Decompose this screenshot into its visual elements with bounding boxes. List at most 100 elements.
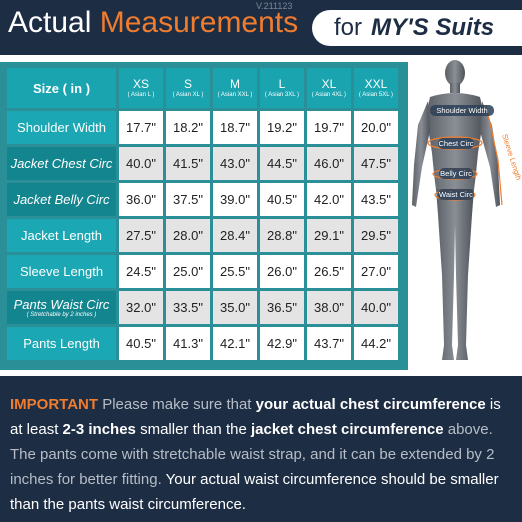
column-size: XXL xyxy=(364,76,388,91)
title-actual: Actual xyxy=(8,6,100,39)
table-row: Shoulder Width 17.7" 18.2" 18.7" 19.2" 1… xyxy=(7,111,398,144)
table-cell: 28.8" xyxy=(260,219,304,252)
table-cell: 18.2" xyxy=(166,111,210,144)
row-label: Sleeve Length xyxy=(7,255,116,288)
table-cell: 44.5" xyxy=(260,147,304,180)
row-label: Jacket Belly Circ xyxy=(7,183,116,216)
chest-circ-label: Chest Circ xyxy=(438,139,473,148)
shoulder-width-label: Shoulder Width xyxy=(436,106,487,115)
notice-text: IMPORTANT Please make sure that your act… xyxy=(10,392,516,517)
table-cell: 40.5" xyxy=(119,327,163,360)
table-cell: 43.7" xyxy=(307,327,351,360)
table-cell: 29.1" xyxy=(307,219,351,252)
brand-pill: for MY'S Suits xyxy=(312,10,522,46)
column-asian-size: ( Asian 5XL ) xyxy=(358,91,394,98)
table-cell: 36.5" xyxy=(260,291,304,324)
waist-circ-label: Waist Circ xyxy=(439,190,473,199)
shoulder-label-bg xyxy=(430,105,494,116)
table-cell: 19.7" xyxy=(307,111,351,144)
table-cell: 40.5" xyxy=(260,183,304,216)
table-row: Pants Waist Circ( Stretchable by 2 inche… xyxy=(7,291,398,324)
column-header: XL( Asian 4XL ) xyxy=(307,68,351,108)
important-notice: IMPORTANT Please make sure that your act… xyxy=(0,376,522,522)
column-size: S xyxy=(183,76,192,91)
table-cell: 46.0" xyxy=(307,147,351,180)
column-asian-size: ( Asian XL ) xyxy=(172,91,204,98)
table-cell: 40.0" xyxy=(354,291,398,324)
table-cell: 41.3" xyxy=(166,327,210,360)
table-cell: 20.0" xyxy=(354,111,398,144)
table-cell: 42.0" xyxy=(307,183,351,216)
row-label: Shoulder Width xyxy=(7,111,116,144)
note-emphasis: 2-3 inches xyxy=(62,421,136,438)
table-row: Jacket Chest Circ 40.0" 41.5" 43.0" 44.5… xyxy=(7,147,398,180)
table-cell: 40.0" xyxy=(119,147,163,180)
belly-circ-label: Belly Circ xyxy=(440,169,472,178)
column-header: XS( Asian L ) xyxy=(119,68,163,108)
column-size: XL xyxy=(321,76,337,91)
table-cell: 26.0" xyxy=(260,255,304,288)
chest-label-bg xyxy=(438,138,474,149)
column-asian-size: ( Asian XXL ) xyxy=(217,91,253,98)
row-label: Pants Length xyxy=(7,327,116,360)
table-row: Jacket Belly Circ 36.0" 37.5" 39.0" 40.5… xyxy=(7,183,398,216)
for-text: for xyxy=(334,14,363,41)
column-asian-size: ( Asian L ) xyxy=(127,91,155,98)
size-unit-header: Size ( in ) xyxy=(7,68,116,108)
important-label: IMPORTANT xyxy=(10,396,99,413)
table-cell: 42.9" xyxy=(260,327,304,360)
size-chart: Size ( in ) XS( Asian L ) S( Asian XL ) … xyxy=(0,62,408,370)
table-cell: 25.0" xyxy=(166,255,210,288)
table-cell: 38.0" xyxy=(307,291,351,324)
body-measurement-figure: Shoulder Width Chest Circ Belly Circ Wai… xyxy=(412,60,522,360)
table-cell: 42.1" xyxy=(213,327,257,360)
table-cell: 25.5" xyxy=(213,255,257,288)
table-row: Pants Length 40.5" 41.3" 42.1" 42.9" 43.… xyxy=(7,327,398,360)
note-emphasis: jacket chest circumference xyxy=(250,421,444,438)
table-row: Sleeve Length 24.5" 25.0" 25.5" 26.0" 26… xyxy=(7,255,398,288)
table-cell: 32.0" xyxy=(119,291,163,324)
column-size: XS xyxy=(132,76,149,91)
column-size: L xyxy=(278,76,286,91)
note-text: is at least xyxy=(10,396,501,438)
table-cell: 36.0" xyxy=(119,183,163,216)
table-cell: 35.0" xyxy=(213,291,257,324)
column-header: S( Asian XL ) xyxy=(166,68,210,108)
row-label: Jacket Chest Circ xyxy=(7,147,116,180)
note-emphasis: your actual chest circumference xyxy=(255,396,486,413)
column-size: M xyxy=(230,76,240,91)
table-cell: 39.0" xyxy=(213,183,257,216)
title-measurements: Measurements xyxy=(99,6,299,39)
note-text: smaller than the xyxy=(135,421,251,438)
table-cell: 19.2" xyxy=(260,111,304,144)
table-cell: 33.5" xyxy=(166,291,210,324)
column-header: M( Asian XXL ) xyxy=(213,68,257,108)
table-cell: 43.5" xyxy=(354,183,398,216)
table-cell: 43.0" xyxy=(213,147,257,180)
sleeve-length-label: Sleeve Length xyxy=(500,133,522,181)
table-cell: 17.7" xyxy=(119,111,163,144)
note-text: above. The pants come with stretchable w… xyxy=(10,421,495,488)
size-table: Size ( in ) XS( Asian L ) S( Asian XL ) … xyxy=(4,65,401,363)
table-cell: 18.7" xyxy=(213,111,257,144)
row-label: Jacket Length xyxy=(7,219,116,252)
header-banner: Actual Measurements V.211123 for MY'S Su… xyxy=(0,0,522,55)
note-text: Please make sure that xyxy=(98,396,256,413)
table-cell: 29.5" xyxy=(354,219,398,252)
table-cell: 27.0" xyxy=(354,255,398,288)
row-label: Pants Waist Circ( Stretchable by 2 inche… xyxy=(7,291,116,324)
waist-label-bg xyxy=(438,189,474,200)
table-cell: 41.5" xyxy=(166,147,210,180)
column-header: XXL( Asian 5XL ) xyxy=(354,68,398,108)
table-cell: 28.4" xyxy=(213,219,257,252)
row-label-text: Pants Waist Circ xyxy=(13,296,110,312)
note-text: Your actual waist circumference should b… xyxy=(10,471,499,513)
table-cell: 37.5" xyxy=(166,183,210,216)
table-row: Jacket Length 27.5" 28.0" 28.4" 28.8" 29… xyxy=(7,219,398,252)
page-title: Actual Measurements xyxy=(8,6,298,40)
table-cell: 44.2" xyxy=(354,327,398,360)
column-asian-size: ( Asian 4XL ) xyxy=(311,91,347,98)
table-cell: 24.5" xyxy=(119,255,163,288)
table-cell: 27.5" xyxy=(119,219,163,252)
column-asian-size: ( Asian 3XL ) xyxy=(264,91,300,98)
